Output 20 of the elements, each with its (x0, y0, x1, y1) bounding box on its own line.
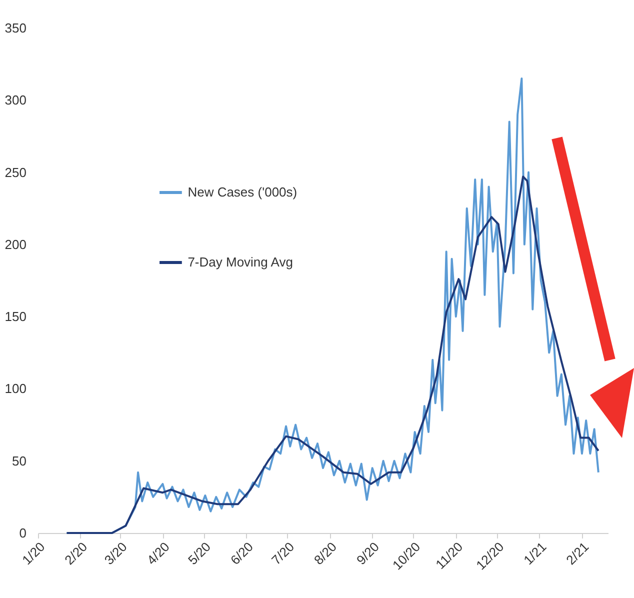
x-tick-label: 4/20 (144, 539, 172, 568)
x-tick-label: 2/21 (563, 539, 592, 568)
y-tick-label: 100 (4, 381, 26, 396)
legend-label: 7-Day Moving Avg (188, 254, 293, 270)
y-tick-label: 200 (4, 236, 26, 252)
y-tick-label: 50 (12, 453, 26, 468)
line-series (66, 176, 600, 534)
y-tick-label: 350 (4, 20, 26, 36)
y-tick-label: 250 (4, 164, 26, 180)
x-tick-label: 8/20 (311, 539, 340, 568)
y-tick-label: 150 (4, 309, 26, 324)
y-tick-label: 0 (19, 526, 26, 540)
x-tick-label: 3/20 (101, 539, 130, 568)
legend-label: New Cases ('000s) (188, 184, 298, 200)
x-tick-label: 5/20 (184, 539, 214, 568)
y-tick-label: 300 (4, 92, 26, 108)
x-tick-label: 1/21 (520, 539, 550, 568)
x-tick-label: 7/20 (268, 539, 298, 568)
x-tick-label: 9/20 (354, 539, 382, 568)
x-tick-label: 6/20 (227, 539, 256, 568)
